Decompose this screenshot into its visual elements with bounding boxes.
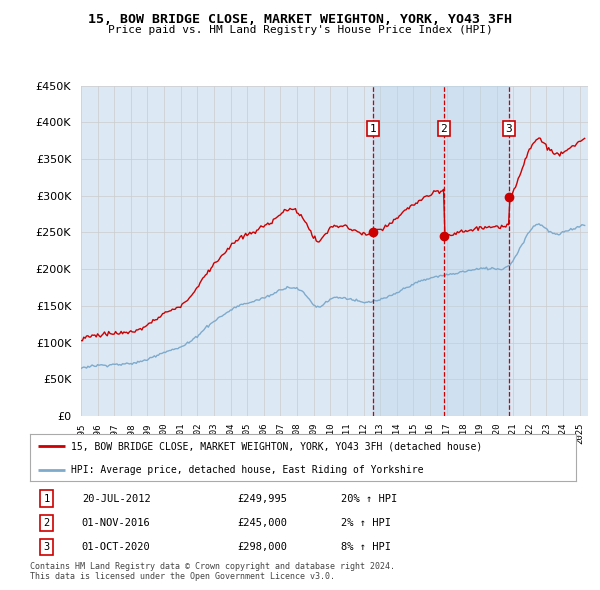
Text: 2: 2: [440, 123, 447, 133]
Text: HPI: Average price, detached house, East Riding of Yorkshire: HPI: Average price, detached house, East…: [71, 466, 424, 476]
Text: This data is licensed under the Open Government Licence v3.0.: This data is licensed under the Open Gov…: [30, 572, 335, 581]
Text: 20% ↑ HPI: 20% ↑ HPI: [341, 494, 397, 503]
Text: 1: 1: [370, 123, 376, 133]
Text: 01-OCT-2020: 01-OCT-2020: [82, 542, 151, 552]
Text: 20-JUL-2012: 20-JUL-2012: [82, 494, 151, 503]
Text: £298,000: £298,000: [238, 542, 287, 552]
Text: 3: 3: [43, 542, 50, 552]
Text: £249,995: £249,995: [238, 494, 287, 503]
Text: 3: 3: [506, 123, 512, 133]
Text: £245,000: £245,000: [238, 518, 287, 528]
Text: 2: 2: [43, 518, 50, 528]
Text: 8% ↑ HPI: 8% ↑ HPI: [341, 542, 391, 552]
Text: Contains HM Land Registry data © Crown copyright and database right 2024.: Contains HM Land Registry data © Crown c…: [30, 562, 395, 571]
Text: 15, BOW BRIDGE CLOSE, MARKET WEIGHTON, YORK, YO43 3FH (detached house): 15, BOW BRIDGE CLOSE, MARKET WEIGHTON, Y…: [71, 441, 482, 451]
Text: 15, BOW BRIDGE CLOSE, MARKET WEIGHTON, YORK, YO43 3FH: 15, BOW BRIDGE CLOSE, MARKET WEIGHTON, Y…: [88, 13, 512, 26]
Text: 1: 1: [43, 494, 50, 503]
Text: Price paid vs. HM Land Registry's House Price Index (HPI): Price paid vs. HM Land Registry's House …: [107, 25, 493, 35]
Bar: [373, 86, 509, 416]
Text: 2% ↑ HPI: 2% ↑ HPI: [341, 518, 391, 528]
Text: 01-NOV-2016: 01-NOV-2016: [82, 518, 151, 528]
